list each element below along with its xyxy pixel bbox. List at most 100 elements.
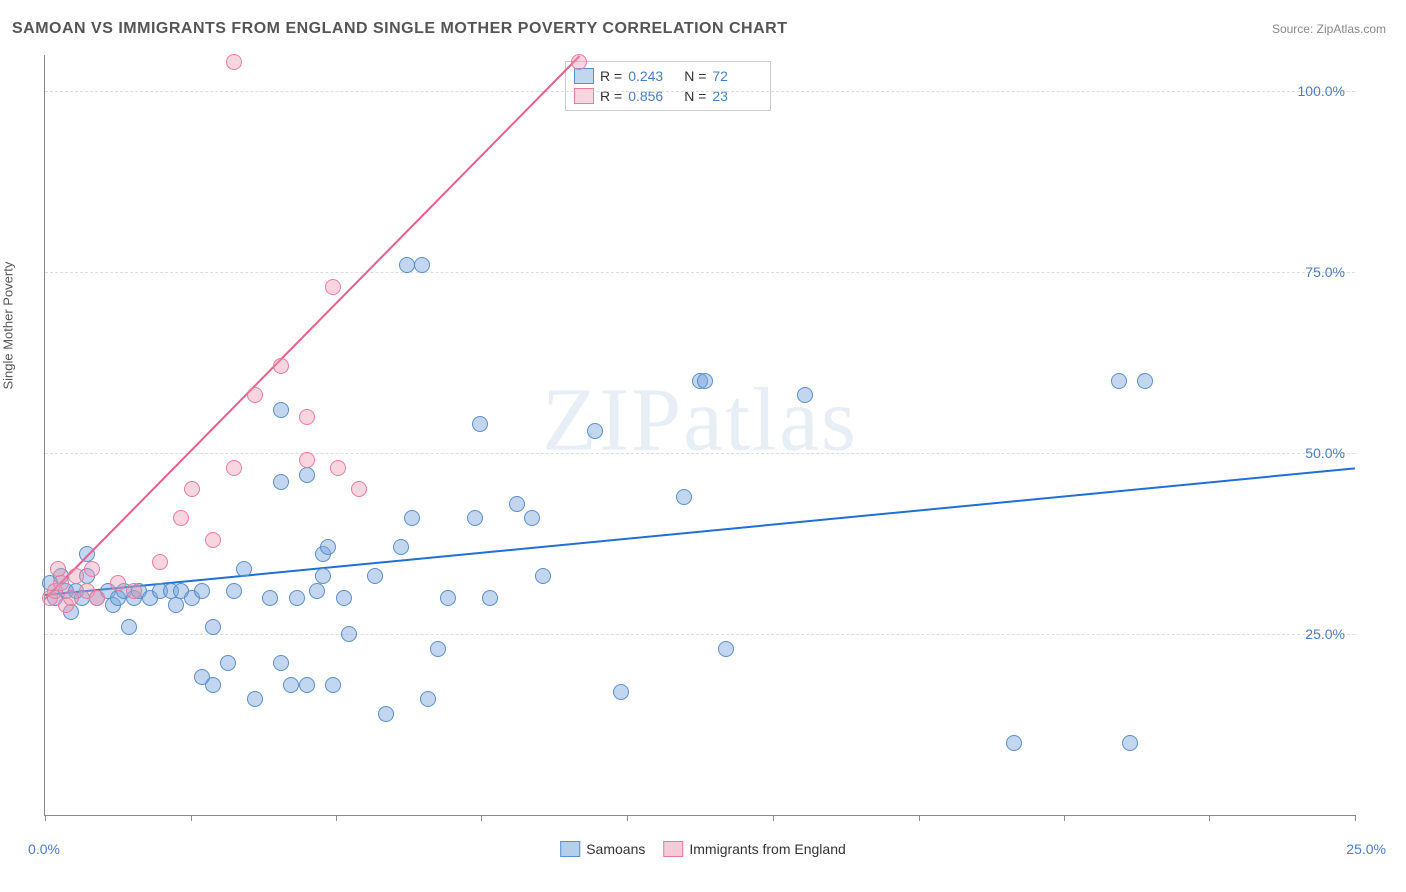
stats-legend-row: R =0.856N =23 bbox=[574, 86, 762, 106]
data-point bbox=[587, 423, 603, 439]
data-point bbox=[325, 279, 341, 295]
gridline bbox=[45, 272, 1355, 273]
data-point bbox=[440, 590, 456, 606]
data-point bbox=[341, 626, 357, 642]
x-tick bbox=[627, 815, 628, 821]
data-point bbox=[571, 54, 587, 70]
n-value: 72 bbox=[712, 68, 762, 84]
data-point bbox=[184, 481, 200, 497]
legend-label: Immigrants from England bbox=[689, 841, 845, 857]
x-tick bbox=[1355, 815, 1356, 821]
data-point bbox=[399, 257, 415, 273]
data-point bbox=[393, 539, 409, 555]
data-point bbox=[430, 641, 446, 657]
data-point bbox=[1111, 373, 1127, 389]
data-point bbox=[1122, 735, 1138, 751]
data-point bbox=[509, 496, 525, 512]
data-point bbox=[325, 677, 341, 693]
data-point bbox=[336, 590, 352, 606]
data-point bbox=[482, 590, 498, 606]
x-tick bbox=[1064, 815, 1065, 821]
y-tick-label: 100.0% bbox=[1298, 83, 1345, 99]
data-point bbox=[273, 402, 289, 418]
data-point bbox=[226, 583, 242, 599]
data-point bbox=[84, 561, 100, 577]
legend-swatch bbox=[574, 68, 594, 84]
data-point bbox=[1006, 735, 1022, 751]
data-point bbox=[110, 575, 126, 591]
data-point bbox=[220, 655, 236, 671]
data-point bbox=[247, 387, 263, 403]
data-point bbox=[126, 583, 142, 599]
data-point bbox=[50, 561, 66, 577]
data-point bbox=[152, 554, 168, 570]
data-point bbox=[205, 532, 221, 548]
x-tick bbox=[919, 815, 920, 821]
data-point bbox=[320, 539, 336, 555]
data-point bbox=[121, 619, 137, 635]
data-point bbox=[226, 54, 242, 70]
data-point bbox=[676, 489, 692, 505]
data-point bbox=[535, 568, 551, 584]
legend-label: Samoans bbox=[586, 841, 645, 857]
n-label: N = bbox=[684, 68, 706, 84]
data-point bbox=[420, 691, 436, 707]
data-point bbox=[524, 510, 540, 526]
data-point bbox=[205, 677, 221, 693]
data-point bbox=[273, 358, 289, 374]
y-tick-label: 50.0% bbox=[1305, 445, 1345, 461]
data-point bbox=[351, 481, 367, 497]
data-point bbox=[378, 706, 394, 722]
data-point bbox=[194, 583, 210, 599]
chart-container: SAMOAN VS IMMIGRANTS FROM ENGLAND SINGLE… bbox=[0, 0, 1406, 892]
data-point bbox=[797, 387, 813, 403]
data-point bbox=[697, 373, 713, 389]
gridline bbox=[45, 634, 1355, 635]
data-point bbox=[289, 590, 305, 606]
x-axis-max-label: 25.0% bbox=[1346, 841, 1386, 857]
trend-line bbox=[45, 468, 1355, 597]
data-point bbox=[68, 568, 84, 584]
stats-legend: R = 0.243 N = 72 R =0.856N =23 bbox=[565, 61, 771, 111]
gridline bbox=[45, 453, 1355, 454]
data-point bbox=[205, 619, 221, 635]
data-point bbox=[315, 568, 331, 584]
gridline bbox=[45, 91, 1355, 92]
data-point bbox=[309, 583, 325, 599]
y-tick-label: 25.0% bbox=[1305, 626, 1345, 642]
data-point bbox=[472, 416, 488, 432]
data-point bbox=[236, 561, 252, 577]
y-tick-label: 75.0% bbox=[1305, 264, 1345, 280]
data-point bbox=[89, 590, 105, 606]
r-value: 0.243 bbox=[628, 68, 678, 84]
data-point bbox=[299, 467, 315, 483]
data-point bbox=[613, 684, 629, 700]
x-tick bbox=[481, 815, 482, 821]
stats-legend-row: R = 0.243 N = 72 bbox=[574, 66, 762, 86]
legend-swatch bbox=[663, 841, 683, 857]
x-tick bbox=[773, 815, 774, 821]
data-point bbox=[299, 452, 315, 468]
legend-item: Immigrants from England bbox=[663, 841, 845, 857]
plot-area: ZIPatlas R =0.243N =72R =0.856N =23 25.0… bbox=[44, 55, 1355, 816]
trend-line bbox=[44, 55, 580, 599]
data-point bbox=[367, 568, 383, 584]
data-point bbox=[283, 677, 299, 693]
r-label: R = bbox=[600, 68, 622, 84]
data-point bbox=[467, 510, 483, 526]
x-tick bbox=[191, 815, 192, 821]
legend-swatch bbox=[560, 841, 580, 857]
data-point bbox=[718, 641, 734, 657]
data-point bbox=[404, 510, 420, 526]
chart-title: SAMOAN VS IMMIGRANTS FROM ENGLAND SINGLE… bbox=[12, 20, 787, 38]
data-point bbox=[173, 510, 189, 526]
data-point bbox=[414, 257, 430, 273]
data-point bbox=[226, 460, 242, 476]
x-axis-min-label: 0.0% bbox=[28, 841, 60, 857]
x-tick bbox=[45, 815, 46, 821]
data-point bbox=[168, 597, 184, 613]
data-point bbox=[273, 474, 289, 490]
data-point bbox=[1137, 373, 1153, 389]
data-point bbox=[53, 575, 69, 591]
data-point bbox=[63, 590, 79, 606]
